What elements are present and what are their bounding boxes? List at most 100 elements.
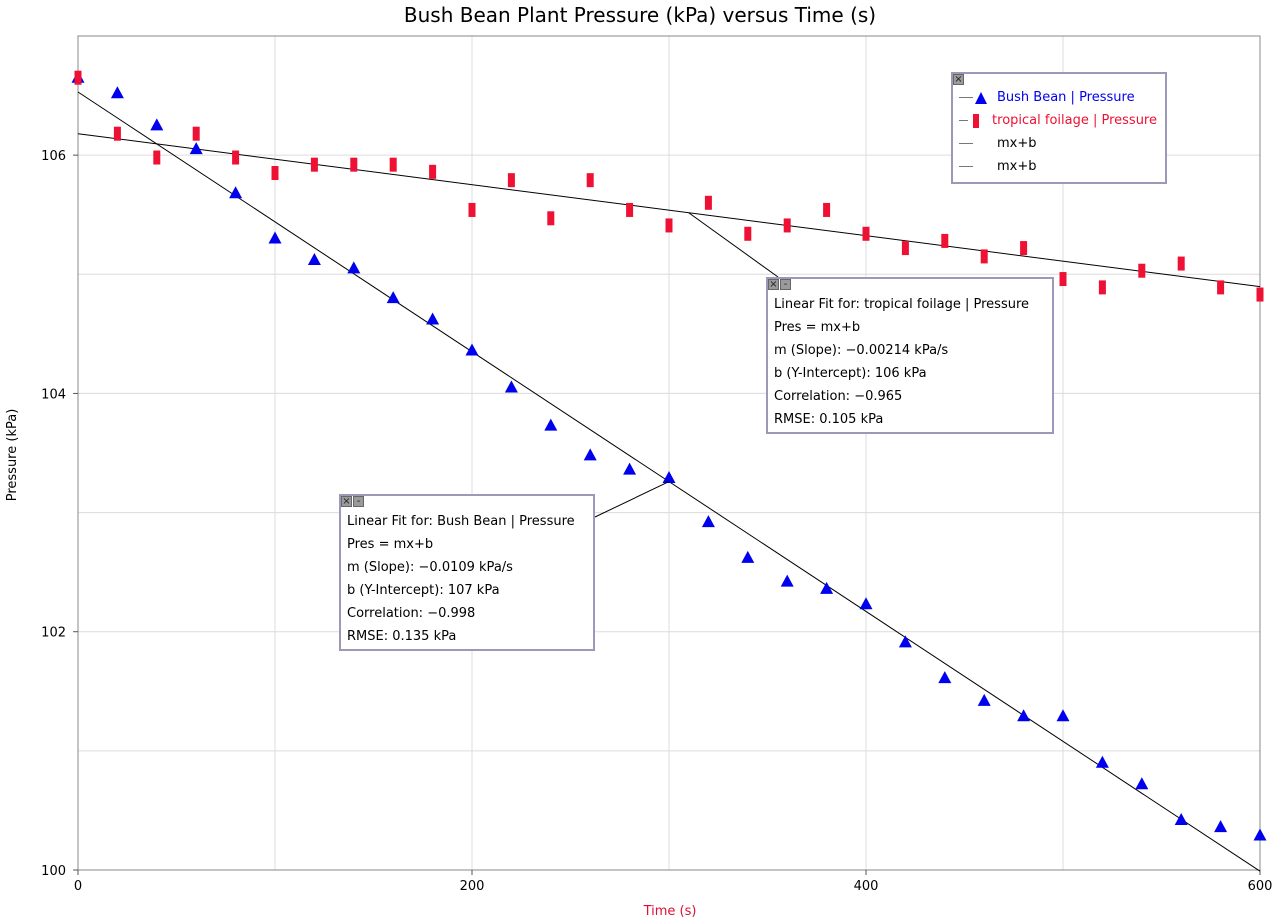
tropical-point — [1177, 256, 1185, 271]
y-axis-label: Pressure (kPa) — [5, 409, 20, 502]
y-tick-label: 104 — [41, 387, 66, 402]
tropical-point — [823, 202, 831, 217]
y-tick-label: 106 — [41, 149, 66, 164]
legend-line-icon — [959, 97, 973, 98]
legend-label: tropical foilage | Pressure — [992, 113, 1157, 128]
fit-equation: Pres = mx+b — [774, 320, 861, 335]
tropical-point — [980, 249, 988, 264]
fit-box-leaders — [594, 212, 779, 518]
fit-title: Linear Fit for: Bush Bean | Pressure — [347, 514, 575, 529]
bush-bean-point — [1253, 828, 1267, 841]
fit-equation: Pres = mx+b — [347, 537, 434, 552]
fit-box-bush-bean[interactable]: × - Linear Fit for: Bush Bean | Pressure… — [339, 494, 595, 651]
fit-rmse: RMSE: 0.135 kPa — [347, 629, 457, 644]
tropical-point — [310, 157, 318, 172]
bush-bean-point — [426, 312, 440, 325]
tropical-point — [153, 150, 161, 165]
tropical-point — [744, 226, 752, 241]
x-tick-label: 200 — [460, 879, 485, 894]
fit-intercept: b (Y-Intercept): 107 kPa — [347, 583, 500, 598]
tropical-point — [665, 218, 673, 233]
bush-bean-point — [1214, 820, 1228, 833]
axis-ticks: 0 200 400 600 100 102 104 106 — [41, 149, 1272, 894]
fit-intercept: b (Y-Intercept): 106 kPa — [774, 366, 927, 381]
legend-line-icon — [959, 166, 973, 167]
close-icon[interactable]: × — [768, 279, 779, 290]
bush-bean-point — [898, 635, 912, 648]
bush-bean-point — [741, 550, 755, 563]
tropical-point — [232, 150, 240, 165]
tropical-point — [389, 157, 397, 172]
bush-bean-point — [1174, 812, 1188, 825]
chart-title: Bush Bean Plant Pressure (kPa) versus Ti… — [404, 3, 876, 27]
legend-item-fit-2: mx+b — [959, 155, 1157, 178]
tropical-point — [547, 211, 555, 226]
bush-bean-point — [189, 142, 203, 155]
tropical-point — [507, 173, 515, 188]
data-points — [71, 70, 1267, 841]
bush-bean-point — [268, 231, 282, 244]
bush-bean-point — [780, 574, 794, 587]
leader-line — [688, 212, 779, 278]
tropical-point — [1098, 280, 1106, 295]
bush-bean-point — [465, 343, 479, 356]
tropical-point — [783, 218, 791, 233]
fit-correlation: Correlation: −0.965 — [774, 389, 903, 404]
bush-bean-point — [229, 186, 243, 199]
fit-box-tropical[interactable]: × - Linear Fit for: tropical foilage | P… — [766, 277, 1054, 434]
x-axis-label: Time (s) — [643, 904, 697, 918]
fit-line — [77, 133, 1261, 288]
plot-area — [77, 35, 1261, 871]
tropical-point — [74, 70, 82, 85]
tropical-point — [1138, 263, 1146, 278]
x-tick-label: 400 — [854, 879, 879, 894]
tropical-point — [113, 126, 121, 141]
fit-rmse: RMSE: 0.105 kPa — [774, 412, 884, 427]
y-tick-label: 102 — [41, 626, 66, 641]
bush-bean-point — [820, 581, 834, 594]
triangle-marker-icon — [975, 91, 987, 104]
x-tick-label: 0 — [74, 879, 82, 894]
tropical-point — [901, 241, 909, 256]
fit-slope: m (Slope): −0.00214 kPa/s — [774, 343, 949, 358]
tropical-point — [586, 173, 594, 188]
bush-bean-point — [386, 291, 400, 304]
bush-bean-point — [623, 462, 637, 475]
tropical-point — [192, 126, 200, 141]
tropical-point — [429, 164, 437, 179]
tropical-point — [1256, 287, 1264, 302]
tropical-point — [468, 202, 476, 217]
minimize-icon[interactable]: - — [353, 496, 364, 507]
bush-bean-point — [1017, 709, 1031, 722]
bush-bean-point — [583, 448, 597, 461]
legend-item-fit-1: mx+b — [959, 132, 1157, 155]
leader-line — [594, 481, 670, 518]
bush-bean-point — [1135, 777, 1149, 790]
tropical-point — [704, 195, 712, 210]
legend-label: mx+b — [997, 159, 1037, 174]
bush-bean-point — [977, 693, 991, 706]
bush-bean-point — [1095, 755, 1109, 768]
bar-marker-icon — [970, 113, 982, 128]
tropical-point — [862, 226, 870, 241]
close-icon[interactable]: × — [341, 496, 352, 507]
legend[interactable]: × Bush Bean | Pressure tropical foilage … — [951, 72, 1167, 184]
legend-line-icon — [959, 143, 973, 144]
fit-title: Linear Fit for: tropical foilage | Press… — [774, 297, 1030, 312]
tropical-point — [1059, 272, 1067, 287]
bush-bean-point — [307, 252, 321, 265]
legend-line-icon — [959, 120, 969, 121]
bush-bean-point — [938, 671, 952, 684]
bush-bean-point — [110, 86, 124, 99]
tropical-point — [350, 157, 358, 172]
tropical-point — [1217, 280, 1225, 295]
legend-close-icon[interactable]: × — [953, 74, 964, 85]
bush-bean-point — [150, 118, 164, 131]
bush-bean-point — [544, 418, 558, 431]
bush-bean-point — [347, 261, 361, 274]
legend-label: Bush Bean | Pressure — [997, 90, 1135, 105]
minimize-icon[interactable]: - — [780, 279, 791, 290]
tropical-point — [626, 202, 634, 217]
bush-bean-point — [701, 515, 715, 528]
